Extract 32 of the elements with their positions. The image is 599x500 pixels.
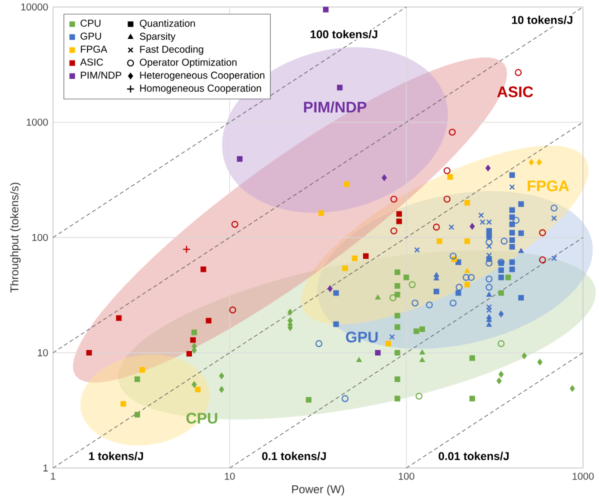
legend-label: CPU: [80, 20, 100, 27]
annotation: CPU: [186, 412, 218, 424]
legend-label: Heterogeneous Cooperation: [140, 71, 264, 81]
y-tick-label: 100: [32, 234, 48, 242]
legend-label: PIM/NDP: [80, 71, 122, 79]
legend-label: FPGA: [80, 46, 108, 53]
y-tick-label: 1000: [26, 118, 48, 126]
annotation: FPGA: [528, 180, 569, 192]
legend-label: Homogeneous Cooperation: [140, 84, 261, 94]
x-tick-label: 1000: [572, 472, 594, 480]
series-label: 1 tokens/J: [89, 452, 143, 460]
x-tick-label: 10: [224, 472, 235, 480]
x-axis-title: Power (W): [292, 484, 344, 496]
annotation: GPU: [346, 332, 378, 342]
legend-label: Operator Optimization: [140, 58, 237, 68]
annotation: PIM/NDP: [304, 101, 366, 113]
x-tick-label: 1: [50, 472, 56, 480]
legend-label: GPU: [80, 32, 101, 40]
x-tick-label: 100: [398, 472, 414, 480]
y-tick-label: 1: [43, 464, 48, 472]
series-label: 0.1 tokens/J: [262, 452, 326, 460]
legend-label: Fast Decoding: [140, 45, 204, 55]
legend-label: Sparsity: [140, 32, 176, 42]
legend-label: ASIC: [80, 58, 104, 66]
series-label: 0.01 tokens/J: [438, 452, 509, 460]
legend-label: Quantization: [140, 20, 195, 29]
y-tick-label: 10000: [21, 3, 48, 11]
y-axis-title: Throughput (tokens/s): [10, 182, 21, 293]
y-tick-label: 10: [38, 349, 48, 356]
series-label: 10 tokens/J: [512, 16, 572, 24]
series-label: 100 tokens/J: [310, 30, 378, 38]
annotation: ASIC: [497, 86, 534, 98]
